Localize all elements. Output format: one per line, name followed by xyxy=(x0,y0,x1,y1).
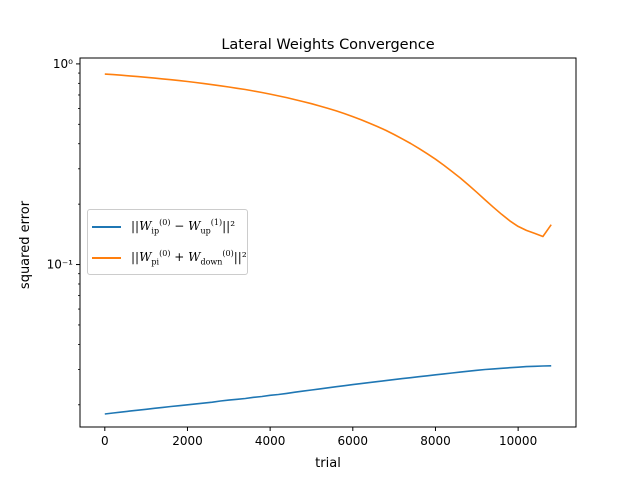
legend-item-orange: ||Wpi(0) + Wdown(0)||² xyxy=(92,246,247,270)
legend-swatch-blue xyxy=(92,226,121,228)
x-tick-label: 4000 xyxy=(255,434,286,448)
x-tick-label: 2000 xyxy=(172,434,203,448)
series-layer xyxy=(104,73,552,415)
legend-sub: pi xyxy=(151,257,160,267)
legend-text: W xyxy=(188,219,201,234)
legend-operator: − xyxy=(170,219,189,234)
legend-sup: (0) xyxy=(159,249,171,259)
legend-sup: (1) xyxy=(210,218,223,228)
x-axis-label: trial xyxy=(315,456,341,471)
legend-text: ||W xyxy=(131,219,152,234)
legend-swatch-orange xyxy=(92,257,121,259)
x-tick-label: 6000 xyxy=(338,434,369,448)
legend-label-orange: ||Wpi(0) + Wdown(0)||² xyxy=(131,249,247,266)
plot-frame xyxy=(79,57,577,428)
legend-label-blue: ||Wip(0) − Wup(1)||² xyxy=(131,218,235,235)
legend-text: ||W xyxy=(131,250,152,265)
legend-text: W xyxy=(188,250,201,265)
legend-sup: (0) xyxy=(159,218,171,228)
legend-item-blue: ||Wip(0) − Wup(1)||² xyxy=(92,215,235,239)
legend-tail: ||² xyxy=(233,250,247,265)
series-line-blue xyxy=(104,365,552,415)
x-tick-label: 8000 xyxy=(420,434,451,448)
y-tick-label: 10⁰ xyxy=(53,57,73,71)
legend-sub: ip xyxy=(151,226,160,236)
y-tick-label: 10⁻¹ xyxy=(47,258,74,272)
series-line-orange xyxy=(104,73,552,238)
legend-sub: up xyxy=(200,226,211,236)
legend-sub: down xyxy=(200,257,223,267)
x-tick-label: 0 xyxy=(101,434,109,448)
x-tick-label: 10000 xyxy=(499,434,537,448)
chart-title: Lateral Weights Convergence xyxy=(221,37,434,53)
axis-ticks: 0 2000 4000 6000 8000 10000 10⁰ 10⁻¹ xyxy=(47,57,538,448)
y-axis-label: squared error xyxy=(18,200,33,289)
legend-tail: ||² xyxy=(222,219,236,234)
legend-operator: + xyxy=(170,250,189,265)
legend: ||Wip(0) − Wup(1)||² ||Wpi(0) + Wdown(0)… xyxy=(87,209,248,275)
legend-sup: (0) xyxy=(222,249,234,259)
